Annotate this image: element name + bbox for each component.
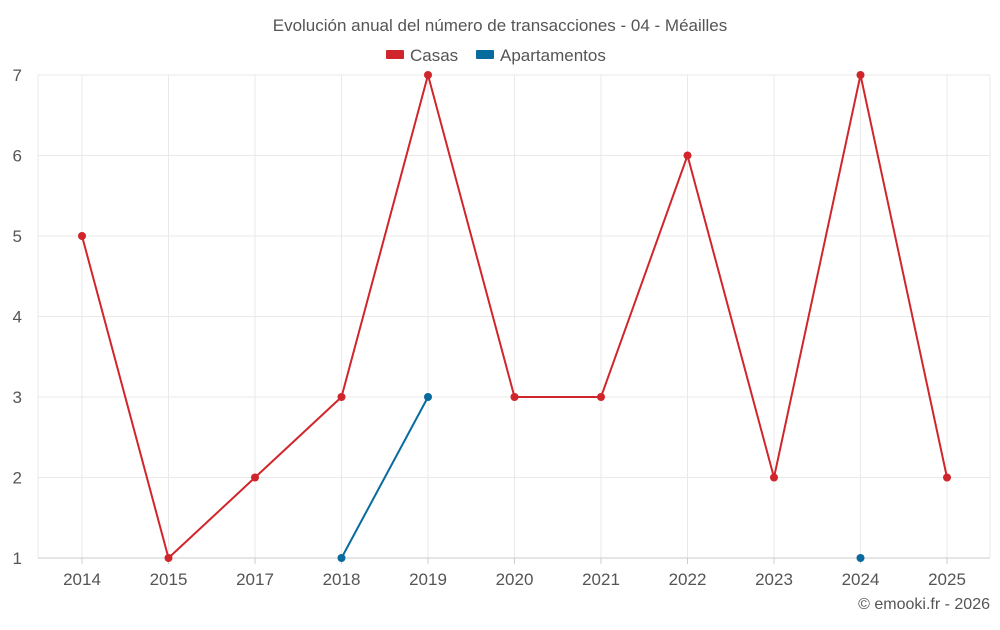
y-tick-label: 6 bbox=[13, 147, 22, 166]
x-tick-label: 2023 bbox=[755, 570, 793, 589]
x-tick-label: 2024 bbox=[842, 570, 880, 589]
chart-title: Evolución anual del número de transaccio… bbox=[273, 16, 728, 35]
data-point-apartamentos[interactable] bbox=[856, 554, 865, 562]
legend-label-casas[interactable]: Casas bbox=[410, 46, 458, 65]
y-tick-label: 1 bbox=[13, 549, 22, 568]
y-tick-label: 5 bbox=[13, 227, 22, 246]
gridlines bbox=[37, 74, 991, 558]
x-tick-label: 2017 bbox=[236, 570, 274, 589]
data-point-casas[interactable] bbox=[683, 151, 692, 160]
legend-swatch-apartamentos[interactable] bbox=[476, 50, 494, 59]
footer-credit: © emooki.fr - 2026 bbox=[858, 596, 990, 613]
data-point-casas[interactable] bbox=[424, 71, 432, 79]
data-point-apartamentos[interactable] bbox=[337, 554, 346, 562]
data-point-apartamentos[interactable] bbox=[424, 393, 432, 401]
x-tick-label: 2020 bbox=[496, 570, 534, 589]
series bbox=[78, 71, 951, 562]
x-tick-label: 2018 bbox=[323, 570, 361, 589]
data-point-casas[interactable] bbox=[856, 71, 865, 79]
legend[interactable]: Casas Apartamentos bbox=[386, 46, 606, 65]
data-point-casas[interactable] bbox=[78, 232, 86, 240]
x-tick-label: 2025 bbox=[928, 570, 966, 589]
data-point-casas[interactable] bbox=[251, 473, 259, 482]
data-point-casas[interactable] bbox=[943, 473, 951, 482]
x-tick-label: 2015 bbox=[150, 570, 188, 589]
legend-swatch-casas[interactable] bbox=[386, 50, 404, 59]
x-tick-label: 2019 bbox=[409, 570, 447, 589]
series-line-apartamentos bbox=[340, 396, 429, 559]
x-tick-label: 2021 bbox=[582, 570, 620, 589]
data-point-casas[interactable] bbox=[510, 393, 519, 401]
y-tick-label: 7 bbox=[13, 66, 22, 85]
data-point-casas[interactable] bbox=[164, 554, 173, 562]
axes: 1 2 3 4 5 6 7 2014 2015 2017 2018 2019 2020 2021 2022 2… bbox=[13, 66, 990, 589]
y-tick-label: 4 bbox=[13, 308, 22, 327]
x-tick-label: 2022 bbox=[669, 570, 707, 589]
legend-label-apartamentos[interactable]: Apartamentos bbox=[500, 46, 606, 65]
x-tick-label: 2014 bbox=[63, 570, 101, 589]
data-point-casas[interactable] bbox=[770, 473, 778, 482]
y-tick-label: 2 bbox=[13, 469, 22, 488]
y-tick-label: 3 bbox=[13, 388, 22, 407]
data-point-casas[interactable] bbox=[597, 393, 605, 401]
data-point-casas[interactable] bbox=[337, 393, 346, 401]
